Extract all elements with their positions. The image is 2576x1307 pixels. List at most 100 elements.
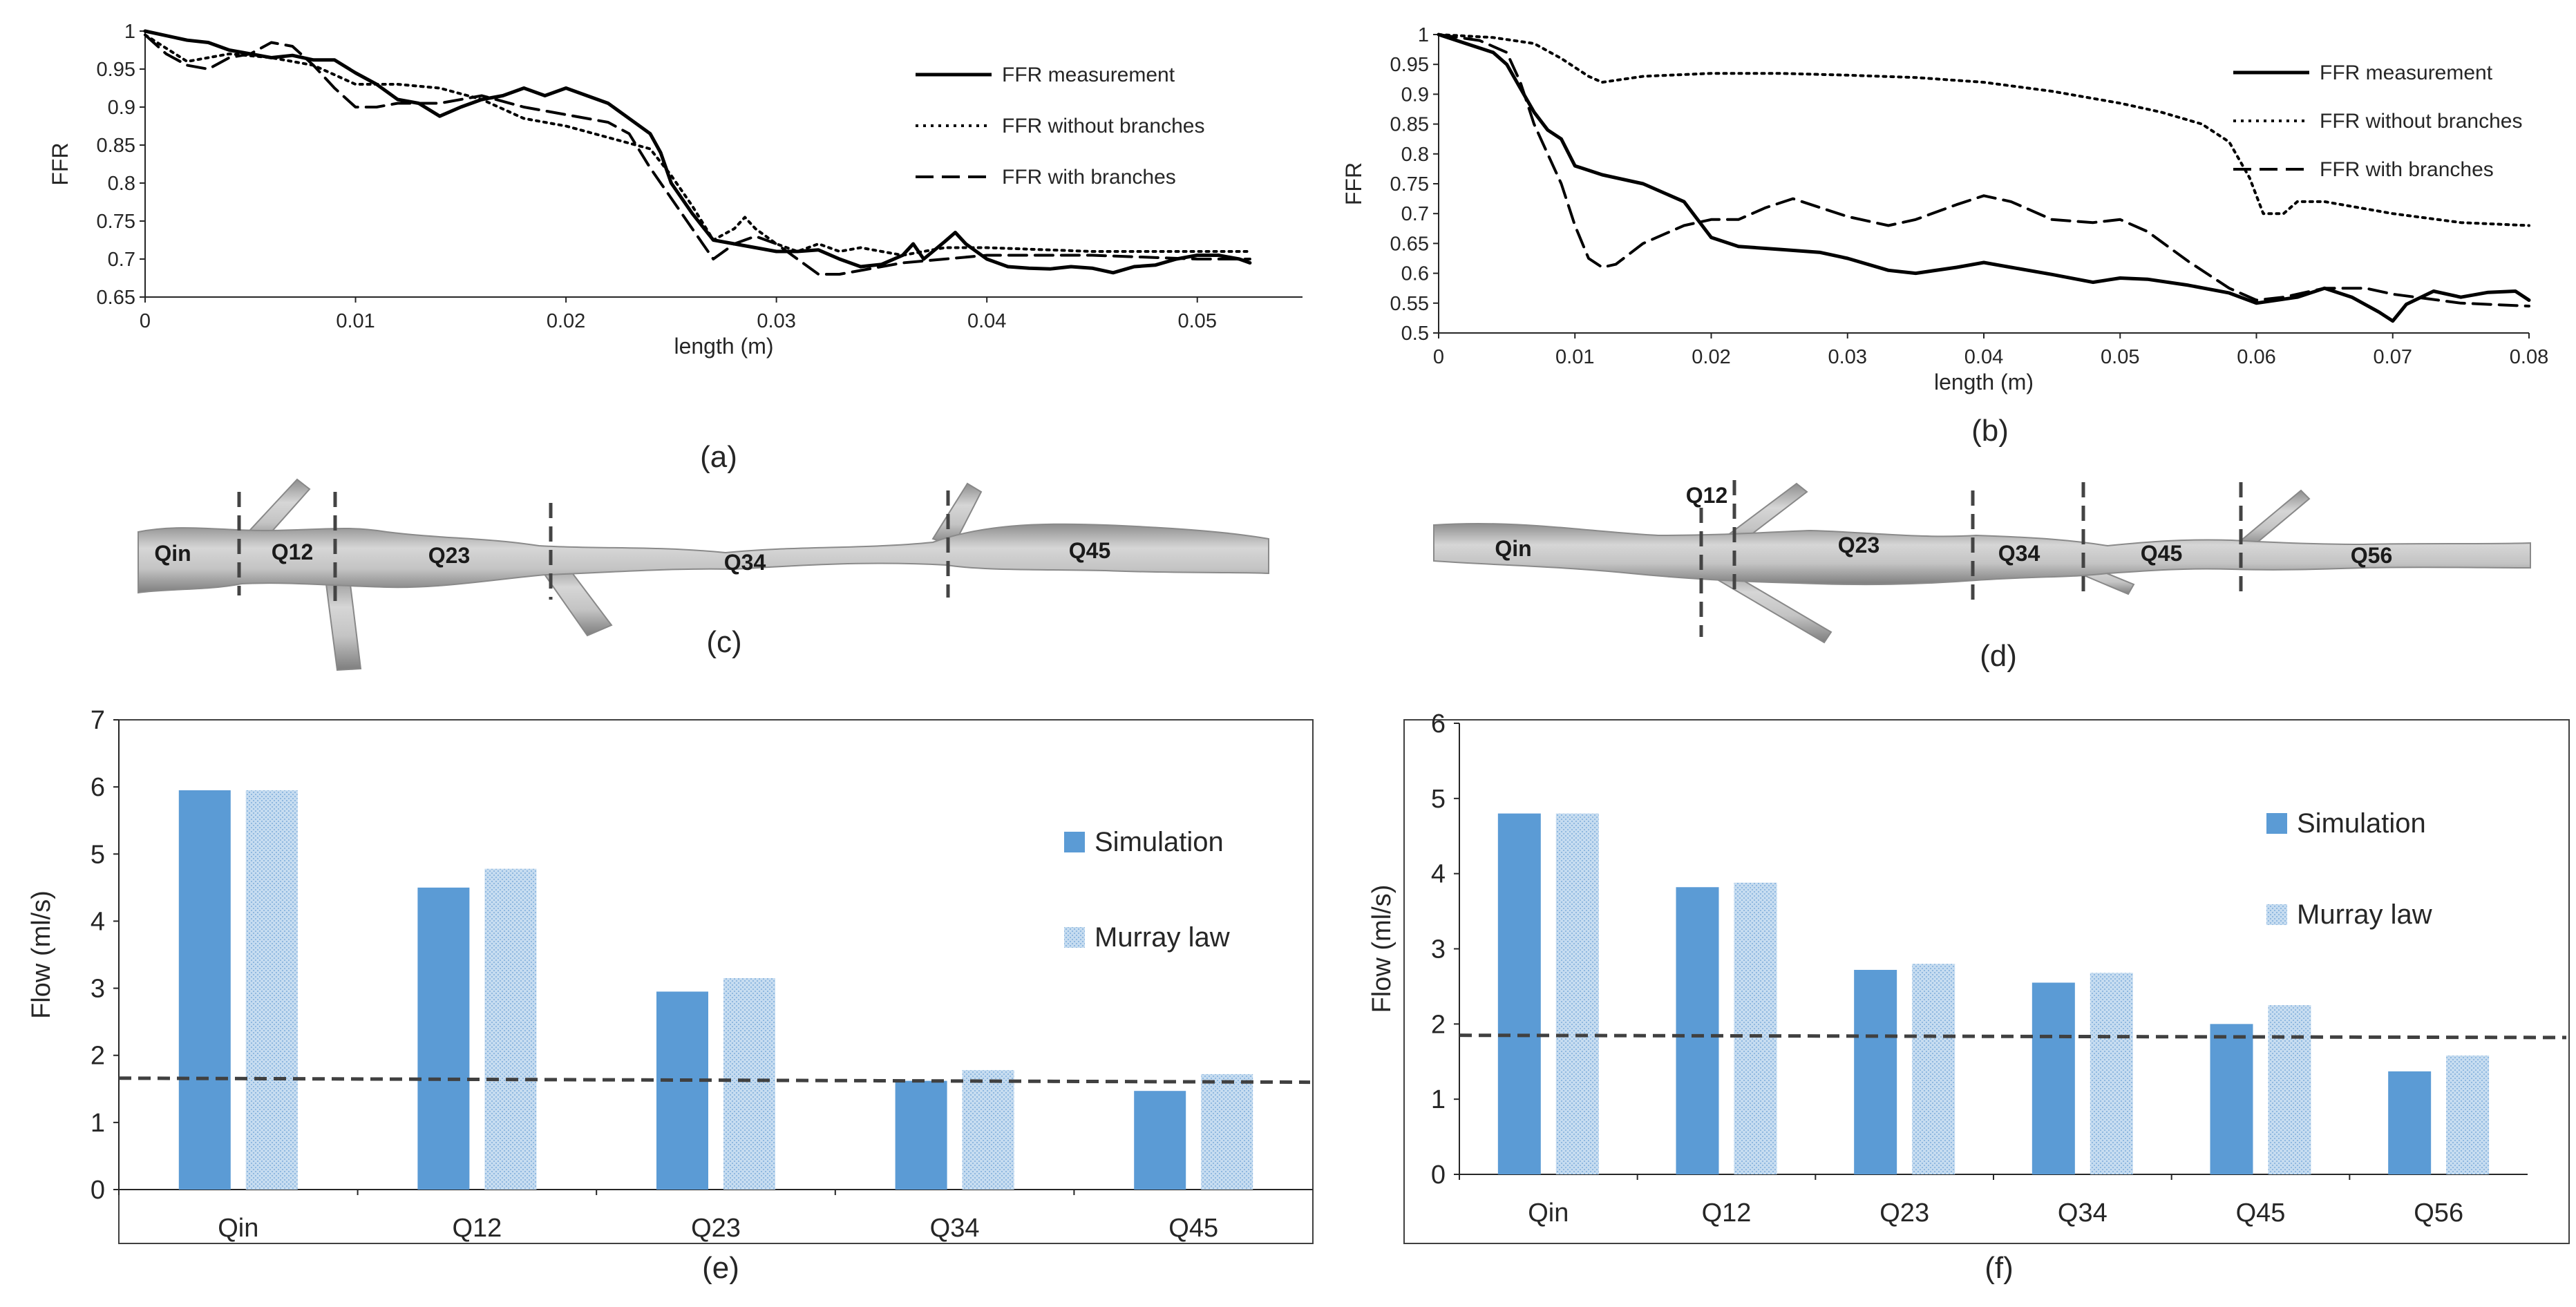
y-tick-label: 0.95 — [97, 59, 135, 81]
y-tick-label: 0.8 — [1401, 144, 1429, 166]
y-tick-label: 5 — [1431, 785, 1446, 814]
bar-simulation — [656, 991, 708, 1190]
y-tick-label: 0 — [1431, 1161, 1446, 1190]
x-tick-label: 0.06 — [2237, 346, 2275, 368]
vessel-d-label-q45: Q45 — [2141, 541, 2182, 566]
y-tick-label: 4 — [1431, 860, 1446, 889]
x-tick-label: 0.07 — [2374, 346, 2412, 368]
bar-murray — [2090, 973, 2133, 1174]
bar-simulation — [895, 1080, 947, 1190]
y-tick-label: 0.75 — [97, 211, 135, 233]
vessel-c-body — [138, 523, 1269, 594]
chart-border — [1403, 719, 2570, 1244]
series-line-ffr-with-branches — [144, 33, 1251, 276]
bar-simulation — [1497, 813, 1541, 1174]
bar-murray — [1734, 882, 1777, 1174]
legend-label: Murray law — [1095, 922, 1230, 953]
y-tick-label: 5 — [91, 840, 105, 869]
vessel-c-label-q45: Q45 — [1069, 538, 1110, 563]
legend-swatch-murray — [2266, 904, 2287, 925]
y-tick-label: 0.75 — [1390, 173, 1429, 195]
bar-simulation — [417, 887, 470, 1190]
y-tick-label: 0.55 — [1390, 293, 1429, 315]
panel-label-e: (e) — [702, 1251, 739, 1285]
x-tick-label: Q34 — [930, 1214, 980, 1243]
y-tick-label: 1 — [91, 1109, 105, 1138]
x-tick-label: Q45 — [2236, 1199, 2286, 1228]
vessel-c-label-q23: Q23 — [428, 543, 470, 568]
bar-murray — [723, 978, 775, 1190]
bar-simulation — [178, 790, 231, 1190]
bar-simulation — [1854, 969, 1897, 1174]
panel-label-a: (a) — [700, 440, 737, 474]
bar-murray — [245, 790, 298, 1190]
x-tick-label: Q12 — [1702, 1199, 1752, 1228]
y-axis-title: Flow (ml/s) — [1367, 885, 1396, 1013]
series-line-ffr-measurement — [1437, 32, 2531, 323]
x-tick-label: 0 — [140, 310, 151, 332]
x-tick-label: Q23 — [1879, 1199, 1929, 1228]
chart-border — [118, 719, 1314, 1244]
vessel-c-label-q34: Q34 — [724, 550, 766, 575]
y-axis-title: Flow (ml/s) — [27, 890, 56, 1019]
y-tick-label: 0.7 — [108, 249, 135, 271]
x-tick-label: 0.01 — [1555, 346, 1594, 368]
legend-label: FFR with branches — [1002, 166, 1176, 189]
bar-simulation — [2032, 982, 2075, 1174]
y-tick-label: 6 — [91, 773, 105, 802]
x-axis-title: length (m) — [674, 334, 773, 359]
x-tick-label: 0.08 — [2510, 346, 2548, 368]
series-line-ffr-with-branches — [1437, 33, 2530, 308]
vessel-d-label-q12: Q12 — [1686, 483, 1727, 508]
y-tick-label: 3 — [91, 975, 105, 1004]
vessel-c-label-q12: Q12 — [272, 540, 313, 564]
y-axis-title: FFR — [1341, 162, 1366, 205]
y-tick-label: 0.95 — [1390, 54, 1429, 76]
vessel-d-label-q34: Q34 — [1998, 541, 2040, 566]
vessel-d-label-qin: Qin — [1495, 536, 1531, 561]
x-tick-label: 0.05 — [2101, 346, 2139, 368]
series-line-ffr-without-branches — [1437, 33, 2530, 227]
x-tick-label: 0.04 — [967, 310, 1006, 332]
x-tick-label: 0.02 — [1692, 346, 1730, 368]
vessel-d-label-q23: Q23 — [1838, 533, 1879, 557]
x-tick-label: Q23 — [691, 1214, 741, 1243]
legend-swatch-simulation — [1064, 832, 1085, 852]
bar-simulation — [1134, 1091, 1186, 1190]
bar-murray — [1555, 813, 1599, 1174]
legend-swatch-murray — [1064, 927, 1085, 948]
x-tick-label: 0 — [1433, 346, 1444, 368]
bar-simulation — [1676, 887, 1719, 1174]
legend-label: FFR without branches — [2320, 110, 2522, 133]
legend-label: FFR measurement — [1002, 64, 1175, 86]
x-tick-label: 0.04 — [1964, 346, 2003, 368]
x-tick-label: Q34 — [2058, 1199, 2108, 1228]
legend-label: Murray law — [2297, 899, 2432, 930]
vessel-d-branch-4 — [2237, 489, 2311, 551]
legend-swatch-simulation — [2266, 813, 2287, 834]
vessel-d-body — [1433, 523, 2531, 586]
x-tick-label: 0.03 — [757, 310, 795, 332]
vessel-model-c: Qin Q12 Q23 Q34 Q45 — [138, 478, 1269, 671]
series-line-ffr-without-branches — [144, 33, 1251, 257]
y-tick-label: 1 — [124, 21, 135, 43]
y-tick-label: 0.85 — [97, 135, 135, 157]
y-tick-label: 0.65 — [1390, 233, 1429, 255]
series-line-ffr-measurement — [143, 29, 1252, 275]
bar-murray — [2268, 1005, 2311, 1174]
y-tick-label: 0.9 — [108, 97, 135, 119]
legend-label: Simulation — [1095, 827, 1224, 857]
bar-murray — [2446, 1056, 2490, 1174]
bar-simulation — [2388, 1071, 2432, 1174]
vessel-d-label-q56: Q56 — [2351, 543, 2392, 568]
x-axis-title: length (m) — [1934, 370, 2034, 394]
x-tick-label: 0.05 — [1178, 310, 1217, 332]
y-tick-label: 2 — [1431, 1010, 1446, 1039]
panel-label-b: (b) — [1971, 414, 2009, 448]
reference-line — [1459, 1033, 2567, 1040]
legend-label: FFR with branches — [2320, 158, 2494, 181]
flow-bar-chart-f: 0 1 2 3 4 5 6 Qin Q12 Q23 Q34 Q45 Q56 Flow (ml/s) Simu… — [1367, 709, 2570, 1244]
x-tick-label: Qin — [218, 1214, 258, 1243]
y-tick-label: 0 — [91, 1176, 105, 1205]
